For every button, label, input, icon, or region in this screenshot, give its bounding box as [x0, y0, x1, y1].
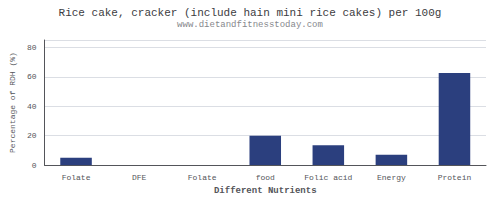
- svg-text:Different Nutrients: Different Nutrients: [214, 186, 317, 196]
- svg-text:DFE: DFE: [132, 173, 147, 182]
- svg-text:Folate: Folate: [188, 173, 217, 182]
- svg-text:www.dietandfitnesstoday.com: www.dietandfitnesstoday.com: [177, 20, 323, 30]
- svg-text:Folic acid: Folic acid: [304, 173, 352, 182]
- svg-text:food: food: [256, 173, 275, 182]
- svg-text:60: 60: [27, 72, 37, 81]
- svg-text:40: 40: [27, 102, 37, 111]
- svg-text:Folate: Folate: [62, 173, 91, 182]
- svg-text:Percentage of RDH (%): Percentage of RDH (%): [8, 52, 17, 153]
- svg-text:0: 0: [32, 161, 37, 170]
- svg-text:20: 20: [27, 131, 37, 140]
- svg-text:80: 80: [27, 43, 37, 52]
- svg-text:Rice cake, cracker (include ha: Rice cake, cracker (include hain mini ri…: [59, 7, 442, 19]
- svg-text:Energy: Energy: [377, 173, 406, 182]
- svg-text:Protein: Protein: [438, 173, 472, 182]
